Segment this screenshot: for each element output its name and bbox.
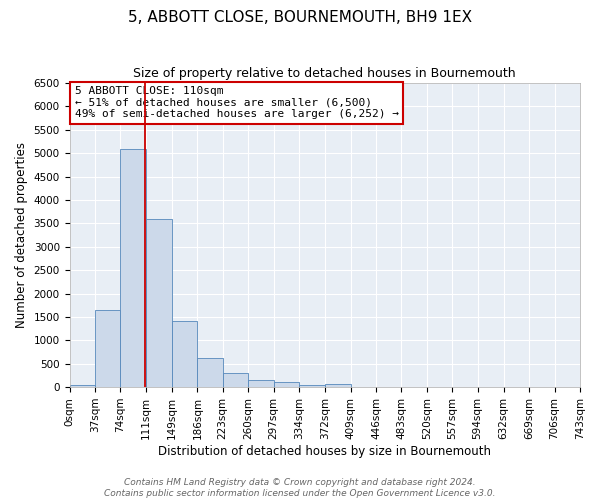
Bar (274, 382, 299, 387)
X-axis label: Distribution of detached houses by size in Bournemouth: Distribution of detached houses by size … (158, 444, 491, 458)
Bar (172, 320, 197, 387)
Bar (223, 373, 248, 387)
Bar (70, 385, 95, 387)
Text: 5 ABBOTT CLOSE: 110sqm
← 51% of detached houses are smaller (6,500)
49% of semi-: 5 ABBOTT CLOSE: 110sqm ← 51% of detached… (74, 86, 398, 120)
Bar (121, 150, 146, 387)
Y-axis label: Number of detached properties: Number of detached properties (15, 142, 28, 328)
Bar (325, 384, 350, 387)
Bar (95, 310, 121, 387)
Bar (248, 380, 274, 387)
Bar (197, 358, 223, 387)
Bar (299, 385, 325, 387)
Bar (146, 218, 172, 387)
Title: Size of property relative to detached houses in Bournemouth: Size of property relative to detached ho… (133, 68, 516, 80)
Text: Contains HM Land Registry data © Crown copyright and database right 2024.
Contai: Contains HM Land Registry data © Crown c… (104, 478, 496, 498)
Text: 5, ABBOTT CLOSE, BOURNEMOUTH, BH9 1EX: 5, ABBOTT CLOSE, BOURNEMOUTH, BH9 1EX (128, 10, 472, 25)
